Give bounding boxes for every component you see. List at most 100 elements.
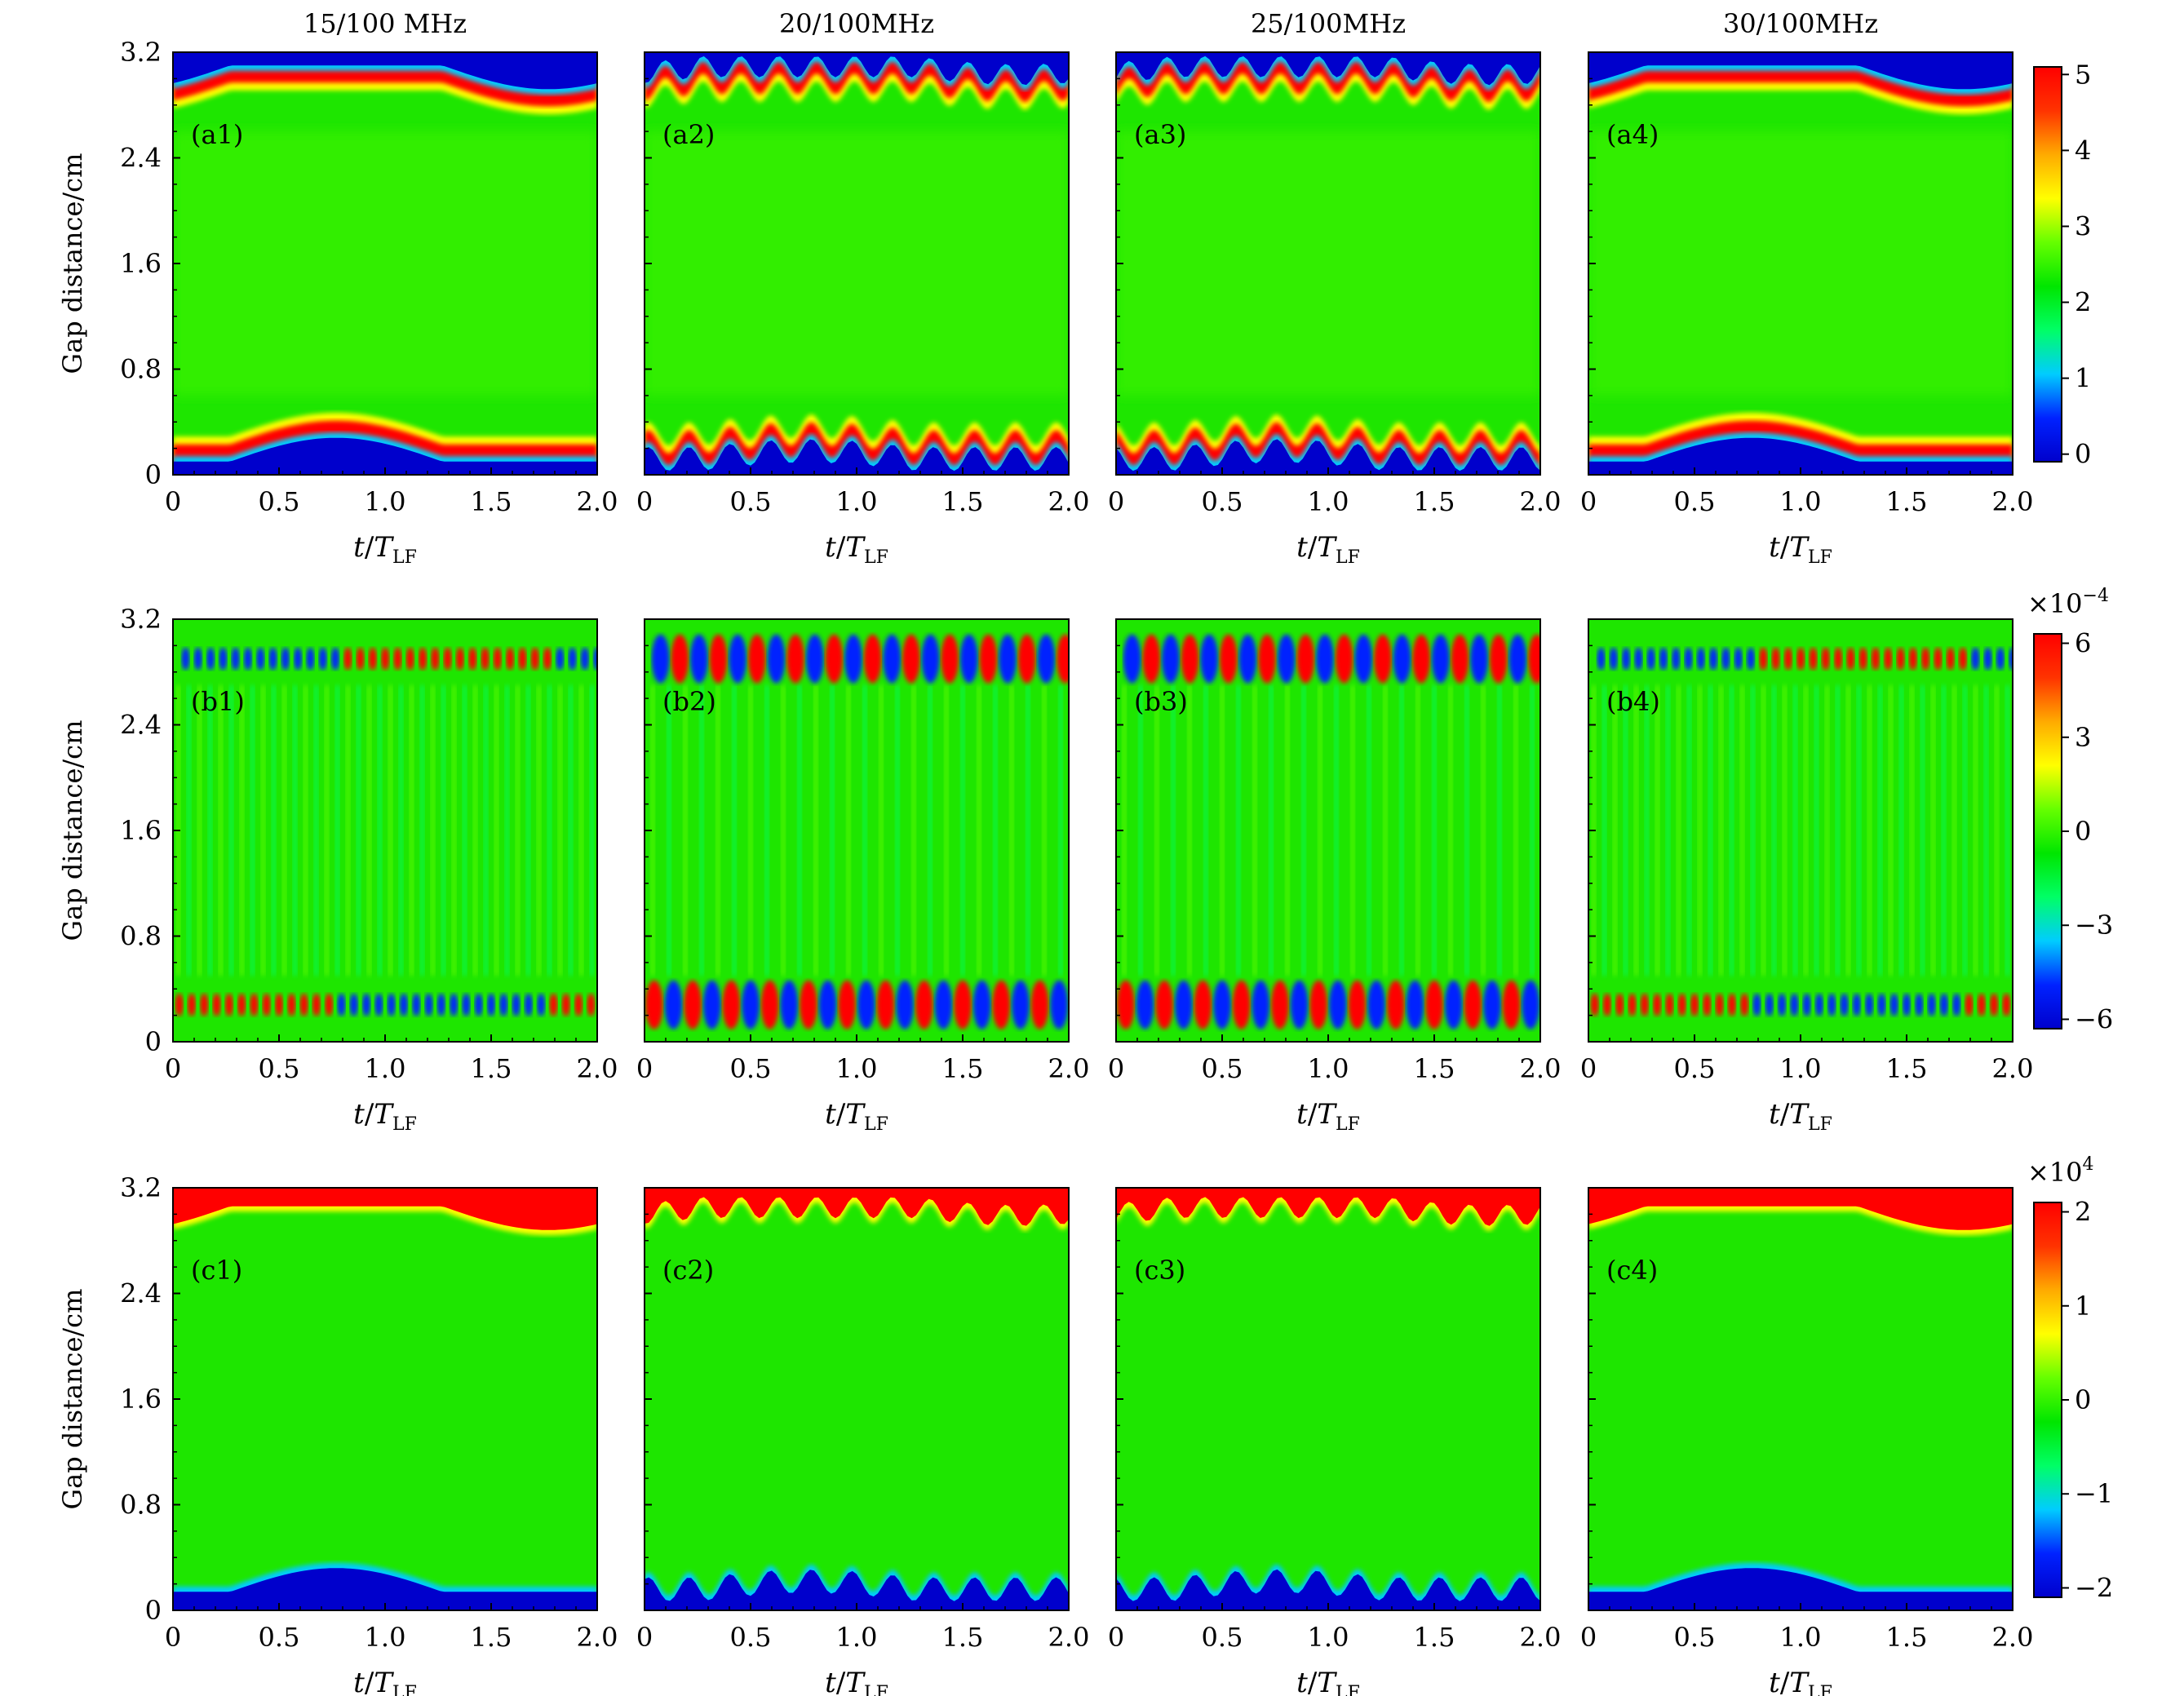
- x-axis-label: t/TLF: [1769, 1667, 1832, 1696]
- x-tick-label: 2.0: [577, 486, 618, 517]
- x-tick-label: 0: [636, 1053, 653, 1084]
- x-tick-label: 0.5: [1202, 486, 1243, 517]
- x-tick-label: 2.0: [1520, 1622, 1562, 1653]
- x-axis-label: t/TLF: [1296, 531, 1360, 568]
- panel-label: (b4): [1606, 686, 1660, 717]
- x-axis-label: t/TLF: [1296, 1667, 1360, 1696]
- x-tick-label: 0.5: [1674, 1622, 1716, 1653]
- x-tick-label: 0.5: [1202, 1053, 1243, 1084]
- x-axis-label: t/TLF: [353, 1098, 417, 1135]
- y-tick-label: 0.8: [120, 1490, 162, 1521]
- field-background: [645, 1188, 1069, 1610]
- x-axis-label: t/TLF: [353, 1667, 417, 1696]
- x-tick-label: 2.0: [1048, 1622, 1090, 1653]
- x-tick-label: 0.5: [1674, 1053, 1716, 1084]
- panel-b1: (b1) 0 0.5 1.0 1.5 2.0 t/TLF 0 0.8 1.6 2.4 3.2 Gap d…: [57, 604, 618, 1135]
- x-axis-label: t/TLF: [825, 1098, 888, 1135]
- colorbar-tick-label: 3: [2075, 210, 2091, 241]
- panel-label: (a2): [662, 119, 715, 150]
- x-tick-label: 1.5: [1414, 486, 1455, 517]
- x-tick-label: 0.5: [1674, 486, 1716, 517]
- x-tick-label: 1.5: [1414, 1622, 1455, 1653]
- panel-label: (a4): [1606, 119, 1659, 150]
- column-title-3: 25/100MHz: [1251, 8, 1406, 39]
- panel-c1: (c1) 0 0.5 1.0 1.5 2.0 t/TLF 0 0.8 1.6 2.4 3.2 Gap d…: [57, 1172, 618, 1696]
- x-tick-label: 2.0: [1992, 1053, 2034, 1084]
- colorbar-tick-label: 0: [2075, 439, 2091, 470]
- x-tick-label: 1.5: [942, 486, 984, 517]
- x-axis-label: t/TLF: [825, 531, 888, 568]
- x-tick-label: 2.0: [1992, 486, 2034, 517]
- x-tick-label: 1.0: [365, 1622, 406, 1653]
- colorbar-tick-label: 2: [2075, 287, 2091, 318]
- x-tick-label: 0.5: [259, 1053, 300, 1084]
- x-tick-label: 1.5: [942, 1053, 984, 1084]
- panel-label: (c1): [191, 1255, 242, 1286]
- x-tick-label: 0.5: [730, 486, 772, 517]
- x-tick-label: 2.0: [1520, 486, 1562, 517]
- column-title-4: 30/100MHz: [1723, 8, 1878, 39]
- x-tick-label: 1.5: [942, 1622, 984, 1653]
- x-tick-label: 1.0: [1780, 486, 1822, 517]
- column-title-2: 20/100MHz: [779, 8, 934, 39]
- x-tick-label: 2.0: [577, 1053, 618, 1084]
- x-tick-label: 1.0: [1308, 1622, 1349, 1653]
- panel-label: (c3): [1134, 1255, 1185, 1286]
- x-tick-label: 1.0: [836, 486, 878, 517]
- colorbar-gradient: [2033, 66, 2062, 463]
- x-tick-label: 0.5: [730, 1053, 772, 1084]
- panel-a1: (a1) 0 0.5 1.0 1.5 2.0 t/TLF 0 0.8 1.6 2.4 3.2 Gap d…: [57, 37, 618, 568]
- field-background: [1588, 1188, 2013, 1610]
- x-tick-label: 2.0: [1048, 1053, 1090, 1084]
- colorbar-tick-label: 6: [2075, 628, 2091, 659]
- y-tick-label: 0.8: [120, 354, 162, 385]
- colorbar-b: −6 −3 0 3 6 ×10−4: [2027, 586, 2113, 1034]
- x-tick-label: 0: [1580, 1622, 1597, 1653]
- colorbar-tick-label: −2: [2075, 1572, 2113, 1603]
- colorbar-tick-label: −6: [2075, 1003, 2113, 1034]
- x-tick-label: 0: [165, 1622, 181, 1653]
- field-background: [173, 619, 597, 1042]
- x-tick-label: 1.5: [1414, 1053, 1455, 1084]
- y-tick-label: 2.4: [120, 1278, 162, 1309]
- panel-label: (a1): [191, 119, 243, 150]
- column-title-1: 15/100 MHz: [303, 8, 467, 39]
- colorbar-tick-label: −1: [2075, 1478, 2113, 1509]
- x-tick-label: 0: [636, 486, 653, 517]
- x-tick-label: 1.0: [1308, 486, 1349, 517]
- y-tick-label: 0: [145, 1595, 162, 1626]
- colorbar-multiplier: ×104: [2027, 1154, 2094, 1188]
- x-tick-label: 0: [1108, 1053, 1124, 1084]
- panel-label: (b2): [662, 686, 716, 717]
- x-tick-label: 0: [165, 486, 181, 517]
- panel-b2: (b2) 0 0.5 1.0 1.5 2.0 t/TLF: [636, 618, 1090, 1135]
- field-background: [1588, 619, 2013, 1042]
- x-tick-label: 1.5: [1886, 1622, 1928, 1653]
- field-background: [1116, 1188, 1540, 1610]
- colorbar-tick-label: 0: [2075, 816, 2091, 847]
- y-tick-label: 0: [145, 1026, 162, 1057]
- x-tick-label: 2.0: [577, 1622, 618, 1653]
- colorbar-tick-label: 2: [2075, 1197, 2091, 1228]
- x-tick-label: 1.5: [1886, 1053, 1928, 1084]
- y-tick-label: 0: [145, 459, 162, 490]
- y-tick-label: 3.2: [120, 1172, 162, 1203]
- x-tick-label: 2.0: [1992, 1622, 2034, 1653]
- y-tick-label: 2.4: [120, 710, 162, 741]
- x-axis-label: t/TLF: [1769, 1098, 1832, 1135]
- x-tick-label: 0: [1108, 1622, 1124, 1653]
- column-titles: 15/100 MHz 20/100MHz 25/100MHz 30/100MHz: [303, 8, 1878, 39]
- y-axis-label: Gap distance/cm: [57, 153, 88, 374]
- y-axis-label: Gap distance/cm: [57, 1289, 88, 1510]
- field-background: [173, 1188, 597, 1610]
- colorbar-tick-label: 1: [2075, 1291, 2091, 1322]
- panel-label: (c2): [662, 1255, 714, 1286]
- colorbar-tick-label: 1: [2075, 363, 2091, 394]
- x-tick-label: 0.5: [730, 1622, 772, 1653]
- colorbar-a: 0 1 2 3 4 5: [2033, 59, 2091, 470]
- colorbar-multiplier: ×10−4: [2027, 586, 2109, 619]
- x-tick-label: 0.5: [259, 486, 300, 517]
- panel-label: (a3): [1134, 119, 1186, 150]
- x-axis-label: t/TLF: [353, 531, 417, 568]
- colorbar-tick-label: 0: [2075, 1384, 2091, 1415]
